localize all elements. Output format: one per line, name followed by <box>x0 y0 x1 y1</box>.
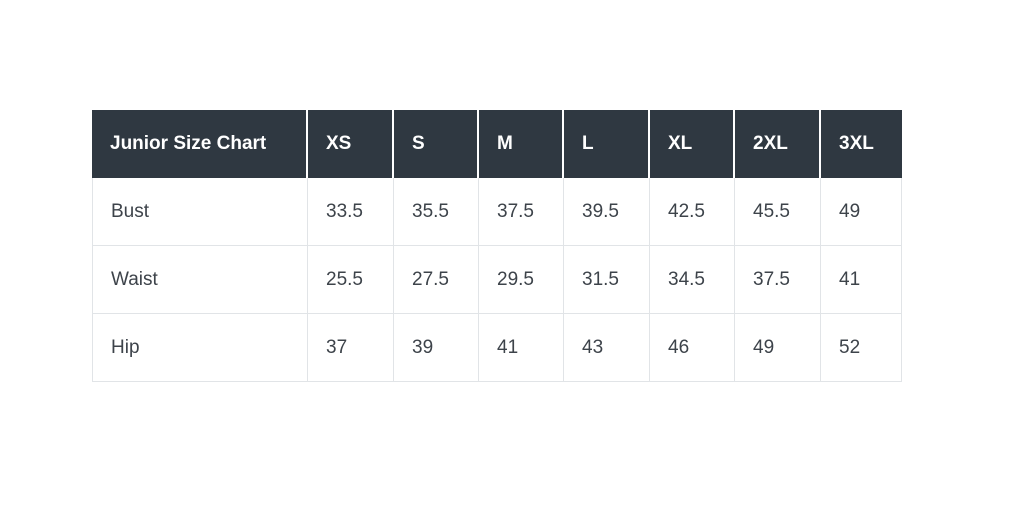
size-chart-section: Junior Size Chart XS S M L XL 2XL 3XL Bu… <box>92 110 902 382</box>
size-chart-body: Bust 33.5 35.5 37.5 39.5 42.5 45.5 49 Wa… <box>92 178 902 382</box>
cell-value: 39.5 <box>564 178 650 246</box>
cell-value: 41 <box>821 246 902 314</box>
row-label: Hip <box>92 314 308 382</box>
header-cell-xl: XL <box>650 110 735 178</box>
cell-value: 46 <box>650 314 735 382</box>
header-cell-xs: XS <box>308 110 394 178</box>
size-chart-header: Junior Size Chart XS S M L XL 2XL 3XL <box>92 110 902 178</box>
cell-value: 41 <box>479 314 564 382</box>
cell-value: 29.5 <box>479 246 564 314</box>
table-title: Junior Size Chart <box>92 110 308 178</box>
cell-value: 49 <box>821 178 902 246</box>
cell-value: 33.5 <box>308 178 394 246</box>
cell-value: 39 <box>394 314 479 382</box>
header-cell-m: M <box>479 110 564 178</box>
cell-value: 42.5 <box>650 178 735 246</box>
cell-value: 43 <box>564 314 650 382</box>
cell-value: 37 <box>308 314 394 382</box>
header-cell-2xl: 2XL <box>735 110 821 178</box>
row-label: Bust <box>92 178 308 246</box>
cell-value: 37.5 <box>735 246 821 314</box>
table-row-hip: Hip 37 39 41 43 46 49 52 <box>92 314 902 382</box>
cell-value: 34.5 <box>650 246 735 314</box>
size-chart-table: Junior Size Chart XS S M L XL 2XL 3XL Bu… <box>92 110 902 382</box>
cell-value: 52 <box>821 314 902 382</box>
cell-value: 27.5 <box>394 246 479 314</box>
cell-value: 25.5 <box>308 246 394 314</box>
header-cell-l: L <box>564 110 650 178</box>
table-row-bust: Bust 33.5 35.5 37.5 39.5 42.5 45.5 49 <box>92 178 902 246</box>
table-row-waist: Waist 25.5 27.5 29.5 31.5 34.5 37.5 41 <box>92 246 902 314</box>
header-row: Junior Size Chart XS S M L XL 2XL 3XL <box>92 110 902 178</box>
cell-value: 49 <box>735 314 821 382</box>
cell-value: 37.5 <box>479 178 564 246</box>
cell-value: 31.5 <box>564 246 650 314</box>
cell-value: 35.5 <box>394 178 479 246</box>
header-cell-s: S <box>394 110 479 178</box>
header-cell-3xl: 3XL <box>821 110 902 178</box>
row-label: Waist <box>92 246 308 314</box>
cell-value: 45.5 <box>735 178 821 246</box>
